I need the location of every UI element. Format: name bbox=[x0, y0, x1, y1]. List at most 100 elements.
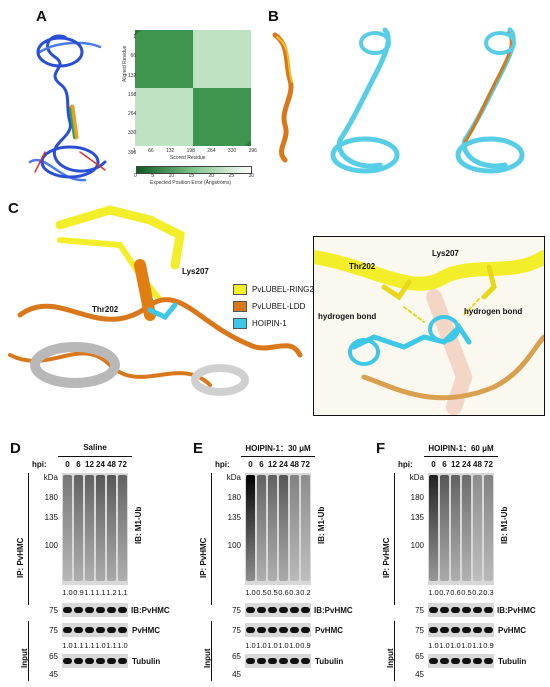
ip-bracket bbox=[394, 473, 395, 605]
kda-marker: kDa bbox=[409, 473, 424, 482]
pvhmc-input-blot bbox=[428, 623, 494, 637]
ib-pvhmc-label: IB:PvHMC bbox=[497, 606, 536, 615]
band bbox=[246, 658, 255, 664]
m1-ub-lane bbox=[257, 475, 266, 581]
band bbox=[268, 658, 277, 664]
m1-ub-blot bbox=[245, 473, 311, 585]
quant-bottom-value: 1.1 bbox=[73, 641, 84, 650]
band bbox=[279, 658, 288, 664]
hpi-label: hpi: bbox=[32, 460, 47, 469]
blot-panel-e: E HOIPIN-1：30 μM hpi: 0 6 12 24 48 72 kDa 180 135 10… bbox=[183, 440, 366, 687]
lys207-label: Lys207 bbox=[182, 267, 209, 276]
kda-marker: 45 bbox=[232, 670, 241, 679]
kda-marker: 100 bbox=[44, 541, 58, 550]
hpi-value: 0 bbox=[65, 460, 70, 469]
band bbox=[118, 627, 127, 633]
hpi-value: 12 bbox=[85, 460, 94, 469]
input-bracket bbox=[394, 621, 395, 681]
band bbox=[484, 658, 493, 664]
inset-thr202-label: Thr202 bbox=[349, 262, 376, 271]
kda-marker: 180 bbox=[410, 493, 424, 502]
ib-pvhmc-blot bbox=[245, 603, 311, 617]
tubulin-label: Tubulin bbox=[498, 657, 527, 666]
pvhmc-label: PvHMC bbox=[132, 626, 161, 635]
m1-ub-blot bbox=[62, 473, 128, 585]
quant-top-value: 1.1 bbox=[95, 588, 106, 597]
docking-complex-image bbox=[8, 205, 303, 396]
quant-top-value: 0.3 bbox=[289, 588, 300, 597]
legend-item: PvLUBEL-LDD bbox=[233, 301, 314, 312]
superposition-structures-image bbox=[272, 27, 525, 174]
band bbox=[85, 627, 94, 633]
kda-marker: kDa bbox=[226, 473, 241, 482]
m1-ub-lane bbox=[85, 475, 94, 581]
band bbox=[74, 658, 83, 664]
band bbox=[473, 627, 482, 633]
kda-marker: 180 bbox=[227, 493, 241, 502]
m1-ub-lane bbox=[74, 475, 83, 581]
pae-xticks: 1 66 132 198 264 330 396 bbox=[133, 148, 257, 154]
binding-site-inset: Thr202 Lys207 hydrogen bond hydrogen bon… bbox=[313, 236, 545, 416]
band bbox=[301, 627, 310, 633]
hpi-value: 24 bbox=[96, 460, 105, 469]
band bbox=[451, 607, 460, 613]
condition-label: HOIPIN-1：60 μM bbox=[428, 444, 494, 453]
m1-ub-lane bbox=[440, 475, 449, 581]
tubulin-blot bbox=[245, 654, 311, 668]
thr202-label: Thr202 bbox=[92, 305, 119, 314]
band bbox=[257, 607, 266, 613]
tubulin-blot bbox=[62, 654, 128, 668]
hpi-value: 24 bbox=[279, 460, 288, 469]
hpi-value: 0 bbox=[431, 460, 436, 469]
m1-ub-lane bbox=[484, 475, 493, 581]
kda-marker: 100 bbox=[227, 541, 241, 550]
quant-top-value: 1.0 bbox=[245, 588, 256, 597]
hpi-value: 0 bbox=[248, 460, 253, 469]
quant-top-value: 1.0 bbox=[62, 588, 73, 597]
hpi-value: 24 bbox=[462, 460, 471, 469]
ib-label: IB: M1-Ub bbox=[317, 506, 326, 544]
m1-ub-lane bbox=[473, 475, 482, 581]
pvhmc-input-blot bbox=[62, 623, 128, 637]
quant-bottom-value: 1.0 bbox=[62, 641, 73, 650]
hpi-value: 6 bbox=[442, 460, 447, 469]
ip-label: IP: PvHMC bbox=[382, 537, 391, 578]
legend-item: HOIPIN-1 bbox=[233, 318, 314, 329]
input-bracket bbox=[211, 621, 212, 681]
hpi-value: 72 bbox=[118, 460, 127, 469]
m1-ub-lane bbox=[63, 475, 72, 581]
band bbox=[440, 658, 449, 664]
quant-top-value: 0.2 bbox=[472, 588, 483, 597]
m1-ub-lane bbox=[268, 475, 277, 581]
quant-top-value: 0.6 bbox=[278, 588, 289, 597]
quant-top-value: 1.1 bbox=[117, 588, 128, 597]
legend-label: HOIPIN-1 bbox=[252, 319, 287, 328]
panel-label-d: D bbox=[10, 440, 21, 457]
pvhmc-input-blot bbox=[245, 623, 311, 637]
band bbox=[301, 658, 310, 664]
band bbox=[484, 607, 493, 613]
hbond-label-2: hydrogen bond bbox=[464, 307, 523, 316]
m1-ub-lane bbox=[290, 475, 299, 581]
quant-bottom-value: 1.0 bbox=[256, 641, 267, 650]
kda-marker: 75 bbox=[49, 626, 58, 635]
band bbox=[63, 607, 72, 613]
kda-marker: 135 bbox=[227, 513, 241, 522]
legend-swatch bbox=[233, 301, 247, 312]
band bbox=[257, 627, 266, 633]
m1-ub-lane bbox=[107, 475, 116, 581]
panel-label-f: F bbox=[376, 440, 386, 457]
band bbox=[462, 607, 471, 613]
kda-marker: 180 bbox=[44, 493, 58, 502]
band bbox=[451, 658, 460, 664]
quant-bottom-value: 1.1 bbox=[84, 641, 95, 650]
band bbox=[429, 658, 438, 664]
band bbox=[429, 607, 438, 613]
band bbox=[484, 627, 493, 633]
band bbox=[429, 627, 438, 633]
quant-bottom-value: 1.0 bbox=[450, 641, 461, 650]
quant-bottom-value: 1.0 bbox=[117, 641, 128, 650]
band bbox=[118, 658, 127, 664]
panel-label-b: B bbox=[268, 8, 279, 25]
legend-swatch bbox=[233, 284, 247, 295]
